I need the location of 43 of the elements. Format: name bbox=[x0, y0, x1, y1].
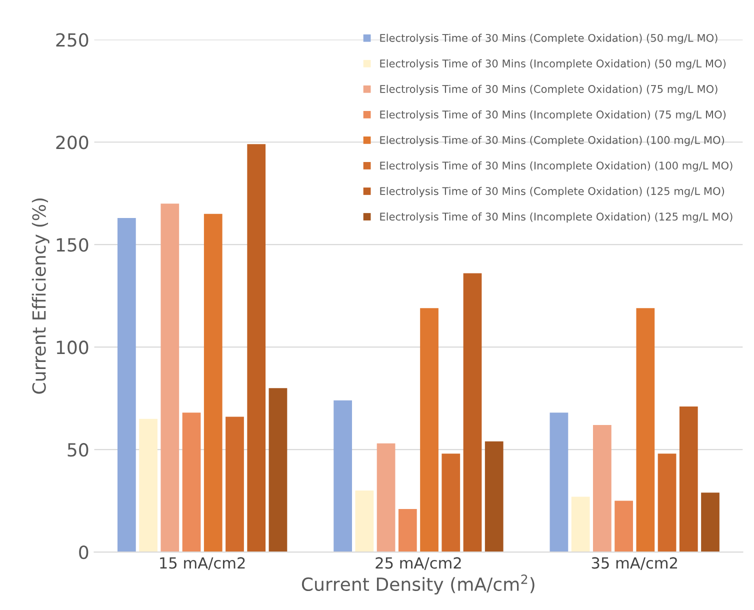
legend-label: Electrolysis Time of 30 Mins (Complete Oxidation) (75 mg/L MO) bbox=[380, 84, 718, 96]
bar bbox=[614, 500, 633, 552]
bar bbox=[334, 400, 352, 552]
x-tick-label: 25 mA/cm2 bbox=[376, 557, 461, 570]
bar bbox=[484, 441, 504, 552]
bar bbox=[160, 204, 180, 552]
y-axis-title: Current Efficiency (%) bbox=[32, 198, 50, 394]
bar bbox=[550, 412, 568, 552]
y-tick-label: 0 bbox=[79, 546, 88, 560]
bar bbox=[679, 406, 698, 552]
bar bbox=[268, 388, 288, 552]
bar bbox=[442, 454, 460, 552]
y-tick-label: 150 bbox=[56, 238, 88, 252]
bar bbox=[658, 454, 676, 552]
bar bbox=[571, 496, 590, 552]
y-tick-label: 200 bbox=[56, 136, 88, 150]
bar bbox=[139, 418, 158, 552]
legend-label: Electrolysis Time of 30 Mins (Incomplete Oxidation) (125 mg/L MO) bbox=[380, 212, 732, 223]
legend-label: Electrolysis Time of 30 Mins (Complete Oxidation) (100 mg/L MO) bbox=[380, 136, 724, 146]
bar bbox=[117, 218, 136, 552]
bar bbox=[701, 492, 720, 552]
x-tick-label: 35 mA/cm2 bbox=[592, 557, 677, 570]
bar bbox=[376, 443, 396, 552]
bar bbox=[398, 509, 417, 552]
legend-label: Electrolysis Time of 30 Mins (Complete Oxidation) (125 mg/L MO) bbox=[380, 186, 724, 198]
y-tick-label: 250 bbox=[56, 33, 88, 47]
x-axis-title: Current Density (mA/cm$^{2}$) bbox=[302, 574, 534, 595]
bar bbox=[182, 412, 201, 552]
bar bbox=[204, 214, 222, 552]
bar bbox=[355, 490, 374, 552]
legend-label: Electrolysis Time of 30 Mins (Complete Oxidation) (50 mg/L MO) bbox=[380, 34, 718, 44]
bar bbox=[420, 308, 438, 552]
legend-label: Electrolysis Time of 30 Mins (Incomplete Oxidation) (75 mg/L MO) bbox=[380, 110, 726, 121]
bar bbox=[636, 308, 655, 552]
x-tick-label: 15 mA/cm2 bbox=[160, 557, 245, 570]
y-tick-label: 100 bbox=[56, 340, 88, 354]
y-tick-label: 50 bbox=[68, 443, 88, 457]
bar bbox=[463, 273, 482, 552]
bar bbox=[226, 416, 244, 552]
legend-label: Electrolysis Time of 30 Mins (Incomplete Oxidation) (100 mg/L MO) bbox=[380, 161, 732, 172]
legend-label: Electrolysis Time of 30 Mins (Incomplete Oxidation) (50 mg/L MO) bbox=[380, 59, 726, 70]
bar bbox=[247, 144, 266, 552]
bar bbox=[593, 424, 612, 552]
